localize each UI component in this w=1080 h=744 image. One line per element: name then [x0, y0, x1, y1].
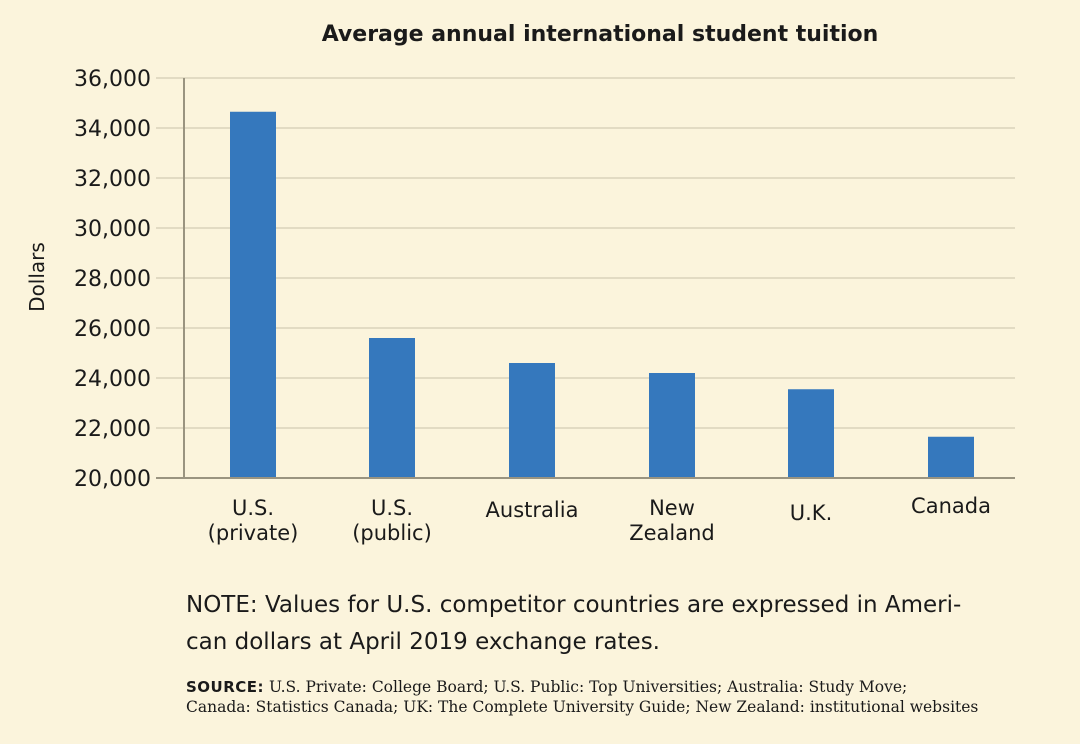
y-tick-label: 32,000	[74, 167, 151, 192]
bar	[928, 436, 974, 478]
note-line: can dollars at April 2019 exchange rates…	[186, 629, 660, 655]
bar	[788, 389, 834, 478]
x-tick-label: U.S.	[232, 496, 274, 520]
source-line: Canada: Statistics Canada; UK: The Compl…	[186, 698, 979, 716]
x-tick-label: (private)	[208, 521, 299, 545]
bar	[369, 338, 415, 478]
gridlines	[156, 77, 1015, 429]
bar	[230, 111, 276, 478]
source-line: SOURCE: U.S. Private: College Board; U.S…	[186, 677, 1066, 697]
source-text: SOURCE: U.S. Private: College Board; U.S…	[186, 677, 1066, 717]
y-axis-label: Dollars	[25, 242, 49, 312]
bar	[649, 373, 695, 478]
y-tick-label: 20,000	[74, 467, 151, 492]
bar-chart: Average annual international student tui…	[25, 22, 1015, 545]
y-axis-ticks: 20,000 22,000 24,000 26,000 28,000 30,000 32,0…	[74, 67, 151, 492]
note-line: NOTE: Values for U.S. competitor countri…	[186, 592, 962, 618]
x-tick-label: U.S.	[371, 496, 413, 520]
source-line-text: U.S. Private: College Board; U.S. Public…	[268, 678, 908, 696]
bars	[230, 111, 974, 478]
x-tick-label: Australia	[486, 498, 579, 522]
bar	[509, 363, 555, 478]
y-tick-label: 36,000	[74, 67, 151, 92]
y-tick-label: 30,000	[74, 217, 151, 242]
y-tick-label: 28,000	[74, 267, 151, 292]
x-tick-label: U.K.	[790, 501, 833, 525]
y-tick-label: 26,000	[74, 317, 151, 342]
x-tick-label: New	[649, 496, 695, 520]
x-tick-label: Canada	[911, 494, 991, 518]
x-tick-label: Zealand	[629, 521, 715, 545]
source-label: SOURCE:	[186, 678, 265, 696]
x-axis-ticks: U.S.(private)U.S.(public)Australia NewZea…	[208, 494, 991, 545]
note-text: NOTE: Values for U.S. competitor countri…	[186, 587, 1046, 661]
y-tick-label: 34,000	[74, 117, 151, 142]
chart-title: Average annual international student tui…	[322, 22, 879, 47]
y-tick-label: 24,000	[74, 367, 151, 392]
y-tick-label: 22,000	[74, 417, 151, 442]
x-tick-label: (public)	[352, 521, 432, 545]
